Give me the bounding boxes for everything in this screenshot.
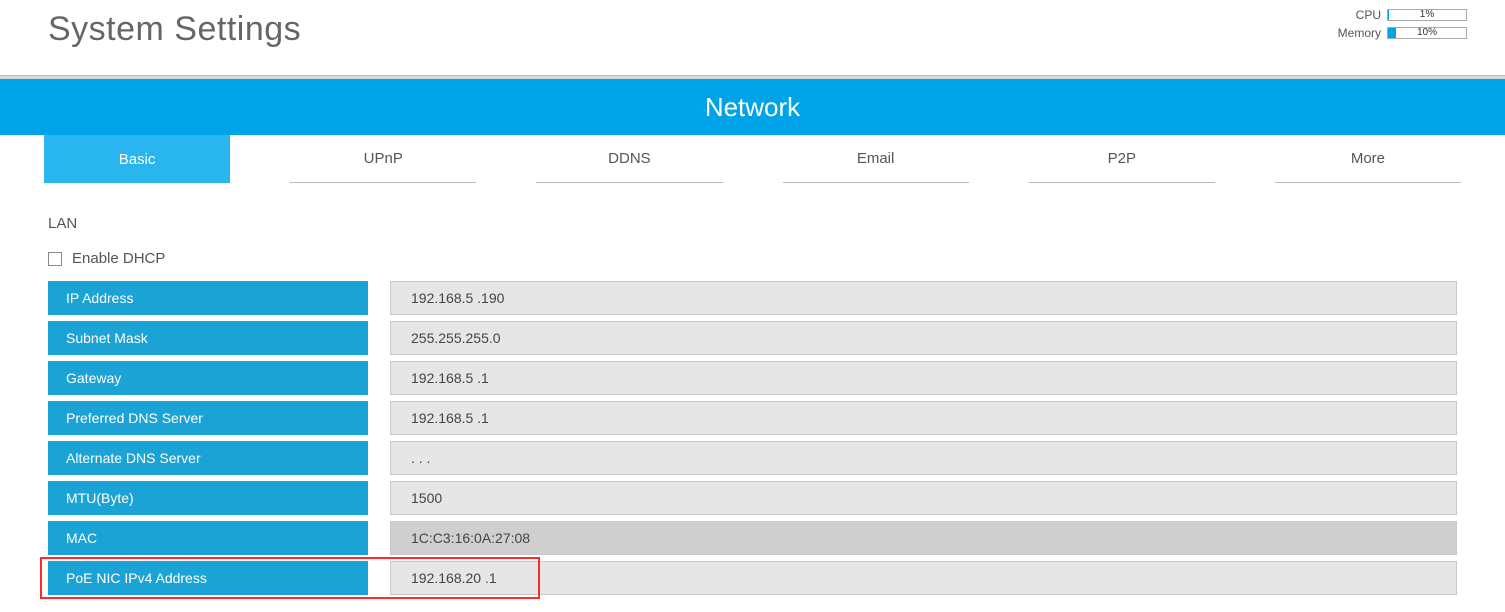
memory-bar: 10%: [1387, 27, 1467, 39]
dhcp-label: Enable DHCP: [72, 250, 165, 267]
system-stats: CPU 1% Memory 10%: [1338, 6, 1467, 42]
cpu-stat: CPU 1%: [1338, 6, 1467, 24]
field-value[interactable]: 1500: [390, 481, 1457, 515]
lan-heading: LAN: [48, 215, 1457, 232]
field-value[interactable]: 192.168.5 .1: [390, 401, 1457, 435]
field-value[interactable]: 192.168.5 .190: [390, 281, 1457, 315]
content: LAN Enable DHCP IP Address 192.168.5 .190…: [0, 183, 1505, 595]
cpu-label: CPU: [1356, 8, 1381, 22]
tab-more[interactable]: More: [1275, 135, 1461, 183]
form-row: Subnet Mask 255.255.255.0: [48, 321, 1457, 355]
field-label: Alternate DNS Server: [48, 441, 368, 475]
tab-email[interactable]: Email: [783, 135, 969, 183]
field-label: MTU(Byte): [48, 481, 368, 515]
tabs: Basic UPnP DDNS Email P2P More: [0, 135, 1505, 183]
field-label: Gateway: [48, 361, 368, 395]
header: System Settings CPU 1% Memory 10%: [0, 0, 1505, 75]
field-label: MAC: [48, 521, 368, 555]
form-row: MTU(Byte) 1500: [48, 481, 1457, 515]
memory-label: Memory: [1338, 26, 1381, 40]
tab-upnp[interactable]: UPnP: [290, 135, 476, 183]
tab-basic[interactable]: Basic: [44, 135, 230, 183]
form-row: Alternate DNS Server . . .: [48, 441, 1457, 475]
form-row: IP Address 192.168.5 .190: [48, 281, 1457, 315]
form-row: Preferred DNS Server 192.168.5 .1: [48, 401, 1457, 435]
form-row: Gateway 192.168.5 .1: [48, 361, 1457, 395]
tab-ddns[interactable]: DDNS: [536, 135, 722, 183]
section-banner: Network: [0, 79, 1505, 135]
field-value[interactable]: 192.168.5 .1: [390, 361, 1457, 395]
field-label: Subnet Mask: [48, 321, 368, 355]
field-label: Preferred DNS Server: [48, 401, 368, 435]
field-value[interactable]: 255.255.255.0: [390, 321, 1457, 355]
field-label: IP Address: [48, 281, 368, 315]
form-row: MAC 1C:C3:16:0A:27:08: [48, 521, 1457, 555]
field-value: 1C:C3:16:0A:27:08: [390, 521, 1457, 555]
cpu-bar: 1%: [1387, 9, 1467, 21]
form-row: PoE NIC IPv4 Address 192.168.20 .1: [48, 561, 1457, 595]
tab-p2p[interactable]: P2P: [1029, 135, 1215, 183]
memory-stat: Memory 10%: [1338, 24, 1467, 42]
field-value[interactable]: . . .: [390, 441, 1457, 475]
dhcp-checkbox[interactable]: [48, 252, 62, 266]
cpu-bar-text: 1%: [1388, 9, 1466, 20]
page-title: System Settings: [48, 10, 1457, 49]
dhcp-row[interactable]: Enable DHCP: [48, 250, 1457, 267]
field-label: PoE NIC IPv4 Address: [48, 561, 368, 595]
field-value[interactable]: 192.168.20 .1: [390, 561, 1457, 595]
memory-bar-text: 10%: [1388, 27, 1466, 38]
form-rows: IP Address 192.168.5 .190 Subnet Mask 255.2…: [48, 281, 1457, 595]
